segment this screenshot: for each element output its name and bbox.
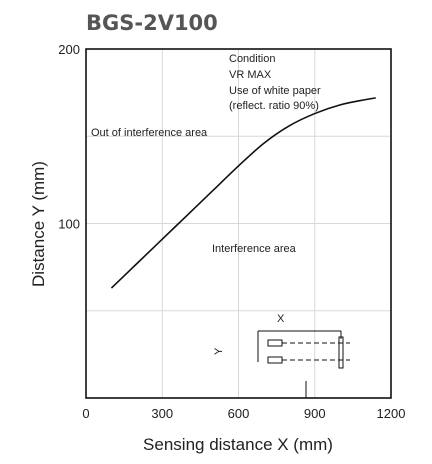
chart-title: BGS-2V100 [86, 11, 218, 35]
sensor-diagram: X Y [213, 313, 350, 398]
x-tick-label-0: 0 [82, 406, 89, 421]
target-plate-icon [338, 336, 344, 369]
inset-x-label: X [277, 313, 285, 325]
tick-labels: 0 300 600 900 1200 100 200 [58, 42, 405, 421]
condition-line-1: Condition [229, 53, 275, 65]
emitter-lens-icon [267, 339, 283, 347]
condition-line-2: VR MAX [229, 69, 272, 81]
y-tick-label-200: 200 [58, 42, 80, 57]
inset-y-label: Y [213, 347, 225, 355]
out-of-interference-label: Out of interference area [91, 127, 208, 139]
x-tick-label-1200: 1200 [377, 406, 406, 421]
condition-line-3: Use of white paper [229, 85, 321, 97]
grid-lines [86, 49, 391, 398]
x-tick-label-600: 600 [228, 406, 250, 421]
x-tick-label-900: 900 [304, 406, 326, 421]
x-tick-label-300: 300 [151, 406, 173, 421]
interference-area-label: Interference area [212, 243, 297, 255]
condition-line-4: (reflect. ratio 90%) [229, 100, 319, 112]
x-axis-label: Sensing distance X (mm) [143, 435, 333, 454]
receiver-lens-icon [267, 356, 283, 364]
condition-note: Condition VR MAX Use of white paper (ref… [229, 53, 321, 112]
y-axis-label: Distance Y (mm) [29, 161, 48, 287]
series-line [110, 97, 376, 289]
plot-frame [85, 48, 392, 399]
y-tick-label-100: 100 [58, 217, 80, 232]
